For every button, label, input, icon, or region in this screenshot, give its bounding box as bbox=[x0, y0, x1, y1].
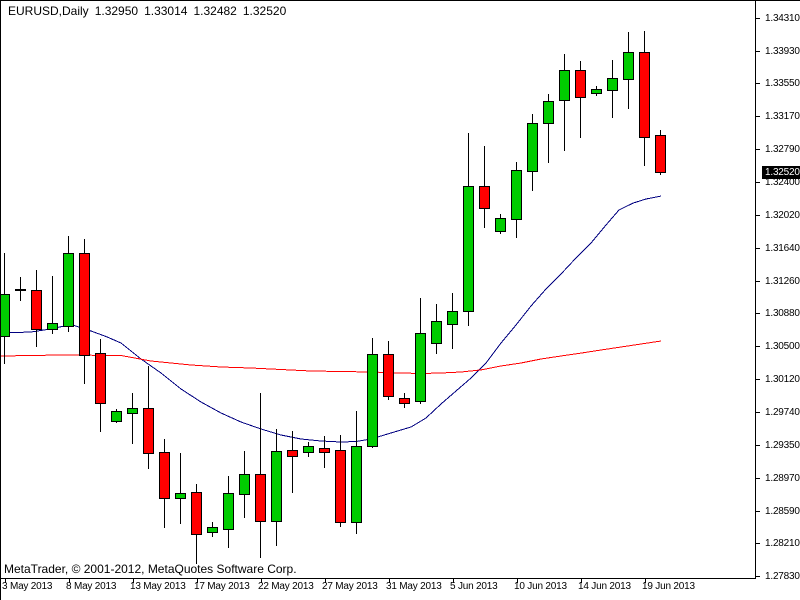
candle-body bbox=[447, 311, 458, 325]
price-axis-label: 1.32400 bbox=[765, 177, 800, 188]
candle-body bbox=[111, 411, 122, 422]
price-axis-label: 1.31640 bbox=[765, 243, 800, 254]
candle-body bbox=[239, 474, 250, 495]
price-axis-label: 1.30880 bbox=[765, 308, 800, 319]
time-axis-label: 22 May 2013 bbox=[258, 581, 314, 592]
candle-body bbox=[607, 78, 618, 91]
candle-body bbox=[623, 52, 634, 80]
candle-body bbox=[271, 451, 282, 522]
candle-body bbox=[431, 321, 442, 344]
price-axis-label: 1.28970 bbox=[765, 473, 800, 484]
time-axis-label: 13 May 2013 bbox=[130, 581, 186, 592]
candle-body bbox=[479, 186, 490, 209]
candle-body bbox=[335, 450, 346, 523]
time-axis-label: 17 May 2013 bbox=[194, 581, 250, 592]
candle-body bbox=[287, 450, 298, 457]
price-axis-label: 1.29740 bbox=[765, 407, 800, 418]
price-axis-label: 1.30500 bbox=[765, 341, 800, 352]
price-axis-label: 1.33930 bbox=[765, 46, 800, 57]
candle-body bbox=[63, 253, 74, 327]
candle-body bbox=[303, 446, 314, 453]
chart-header: EURUSD,Daily 1.32950 1.33014 1.32482 1.32520 bbox=[8, 4, 292, 18]
candle-body bbox=[159, 452, 170, 499]
candle-body bbox=[31, 290, 42, 330]
candle-body bbox=[511, 170, 522, 220]
time-axis-label: 31 May 2013 bbox=[386, 581, 442, 592]
price-axis-label: 1.28590 bbox=[765, 506, 800, 517]
candle-body bbox=[463, 186, 474, 312]
candle-body bbox=[351, 446, 362, 523]
price-axis-label: 1.31260 bbox=[765, 276, 800, 287]
price-axis-label: 1.27830 bbox=[765, 571, 800, 582]
candle-body bbox=[143, 408, 154, 454]
candle-body bbox=[495, 218, 506, 232]
candle-body bbox=[319, 448, 330, 453]
candle-body bbox=[191, 492, 202, 535]
close-value: 1.32520 bbox=[242, 4, 287, 18]
price-axis-label: 1.30120 bbox=[765, 374, 800, 385]
candle-body bbox=[207, 527, 218, 533]
candle-body bbox=[47, 323, 58, 330]
time-axis-label: 8 May 2013 bbox=[66, 581, 117, 592]
copyright-text: MetaTrader, © 2001-2012, MetaQuotes Soft… bbox=[4, 562, 297, 576]
price-axis-label: 1.32020 bbox=[765, 210, 800, 221]
candle-body bbox=[655, 135, 666, 173]
time-axis-label: 14 Jun 2013 bbox=[578, 581, 631, 592]
price-axis-label: 1.33550 bbox=[765, 78, 800, 89]
time-axis-label: 5 Jun 2013 bbox=[450, 581, 498, 592]
candle-body bbox=[399, 398, 410, 404]
time-axis-label: 10 Jun 2013 bbox=[514, 581, 567, 592]
price-axis-label: 1.33170 bbox=[765, 111, 800, 122]
candle-body bbox=[527, 123, 538, 172]
candle-body bbox=[415, 333, 426, 402]
candle-body bbox=[367, 354, 378, 447]
price-axis-label: 1.28210 bbox=[765, 538, 800, 549]
high-value: 1.33014 bbox=[144, 4, 188, 18]
open-value: 1.32950 bbox=[94, 4, 139, 18]
time-axis-label: 27 May 2013 bbox=[322, 581, 378, 592]
candle-body bbox=[175, 493, 186, 499]
candle-body bbox=[255, 474, 266, 522]
candle-body bbox=[543, 101, 554, 124]
candle-body bbox=[1, 294, 10, 337]
price-axis-label: 1.32790 bbox=[765, 144, 800, 155]
time-axis-label: 19 Jun 2013 bbox=[642, 581, 695, 592]
candle-body bbox=[223, 493, 234, 530]
symbol-period-label: EURUSD,Daily bbox=[8, 4, 89, 18]
low-value: 1.32482 bbox=[193, 4, 237, 18]
candle-body bbox=[639, 52, 650, 138]
candle-body bbox=[559, 70, 570, 101]
candle-body bbox=[383, 354, 394, 397]
current-price-badge: 1.32520 bbox=[762, 166, 800, 179]
candle-body bbox=[575, 70, 586, 98]
price-axis-label: 1.34310 bbox=[765, 13, 800, 24]
candle-body bbox=[127, 408, 138, 414]
price-axis-label: 1.29350 bbox=[765, 440, 800, 451]
time-axis-label: 3 May 2013 bbox=[2, 581, 53, 592]
candle-body bbox=[95, 353, 106, 404]
candle-body bbox=[15, 289, 26, 291]
candle-body bbox=[591, 89, 602, 94]
candle-body bbox=[79, 253, 90, 356]
